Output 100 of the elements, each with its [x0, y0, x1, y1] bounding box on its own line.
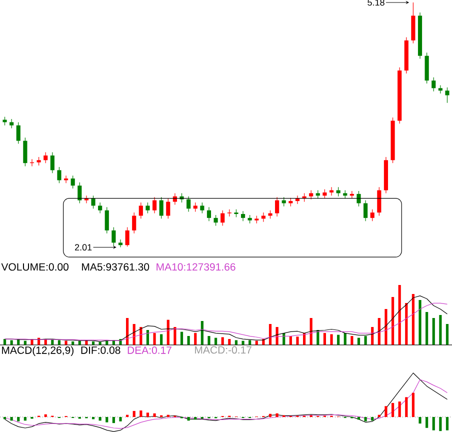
bar — [119, 417, 122, 422]
bar — [268, 324, 272, 346]
candlestick — [91, 195, 96, 209]
chart-title: MACD(12,26,9) — [2, 346, 74, 356]
bar — [391, 402, 394, 418]
candlestick — [432, 77, 436, 92]
candlestick — [186, 196, 191, 212]
bar — [337, 334, 340, 346]
annotation: 2.01 — [75, 244, 92, 251]
candlestick — [445, 87, 450, 104]
candlestick — [104, 206, 109, 234]
candlestick — [309, 190, 314, 200]
bar — [140, 410, 142, 418]
candlestick — [84, 195, 88, 204]
bar — [153, 413, 156, 418]
bar — [432, 318, 435, 346]
candlestick — [70, 175, 75, 189]
candlestick — [295, 195, 300, 204]
text: DEA:0.17 — [128, 346, 172, 354]
candlestick — [138, 202, 143, 219]
bar — [426, 417, 428, 428]
candlestick — [57, 166, 62, 184]
bar — [106, 417, 108, 422]
candlestick — [438, 84, 442, 94]
candlestick — [377, 186, 382, 216]
bar — [64, 340, 68, 346]
bar — [10, 340, 13, 346]
candlestick — [146, 202, 150, 214]
text: MA5:93761.30 — [82, 263, 150, 271]
bar — [17, 417, 20, 422]
bar — [310, 318, 312, 346]
bar — [446, 324, 449, 346]
bar — [174, 327, 176, 346]
candlestick — [370, 209, 374, 222]
bar — [432, 417, 435, 430]
text: MACD:-0.17 — [195, 346, 252, 354]
candlestick — [23, 137, 28, 167]
text: MA10:127391.66 — [156, 263, 236, 271]
bar — [194, 333, 197, 346]
bar — [187, 336, 190, 346]
candlestick — [206, 206, 212, 222]
bar — [187, 417, 190, 421]
bar — [398, 285, 401, 346]
candlestick — [275, 196, 280, 217]
candlestick — [166, 198, 170, 219]
candlestick — [159, 196, 164, 219]
bar — [98, 417, 102, 421]
candlestick — [50, 152, 54, 174]
candlestick — [152, 196, 157, 214]
bar — [391, 297, 394, 346]
candlestick — [10, 118, 14, 129]
bar — [248, 340, 252, 346]
bar — [426, 312, 428, 346]
bar — [10, 417, 13, 421]
candlestick — [240, 210, 246, 222]
bar — [208, 336, 210, 346]
bar — [146, 412, 150, 418]
bar — [384, 309, 388, 346]
bar — [418, 300, 422, 346]
bar — [276, 413, 278, 418]
bar — [412, 392, 415, 418]
candlestick — [356, 190, 361, 207]
candlestick — [214, 214, 218, 226]
bar — [364, 417, 367, 422]
bar — [242, 340, 244, 346]
bar — [439, 417, 442, 432]
candlestick — [261, 212, 266, 222]
candlestick — [16, 122, 20, 144]
bar — [221, 337, 224, 346]
candlestick — [220, 210, 225, 226]
bar — [180, 332, 184, 346]
bar — [439, 315, 442, 346]
candlestick — [44, 152, 48, 164]
bar — [153, 333, 156, 346]
bar — [405, 303, 408, 346]
candlestick — [98, 202, 102, 214]
bar — [446, 417, 449, 430]
candlestick — [364, 200, 368, 222]
bar — [371, 417, 374, 421]
bar — [405, 397, 408, 418]
candlestick — [132, 212, 136, 234]
bar — [364, 336, 367, 346]
bar — [24, 417, 26, 421]
candlestick — [322, 188, 327, 199]
bar — [160, 334, 163, 346]
bar — [412, 294, 415, 346]
candlestick — [193, 202, 198, 212]
bar — [268, 414, 272, 418]
bar — [398, 402, 401, 418]
candlestick — [200, 202, 204, 214]
candlestick — [125, 226, 130, 247]
bar — [323, 333, 326, 346]
bar — [330, 334, 333, 346]
candlestick — [78, 182, 82, 204]
bar — [296, 336, 299, 346]
candlestick — [118, 239, 123, 248]
bar — [58, 340, 61, 346]
text: DIF:0.08 — [81, 346, 120, 354]
candlestick — [172, 192, 177, 206]
bar — [384, 406, 388, 418]
